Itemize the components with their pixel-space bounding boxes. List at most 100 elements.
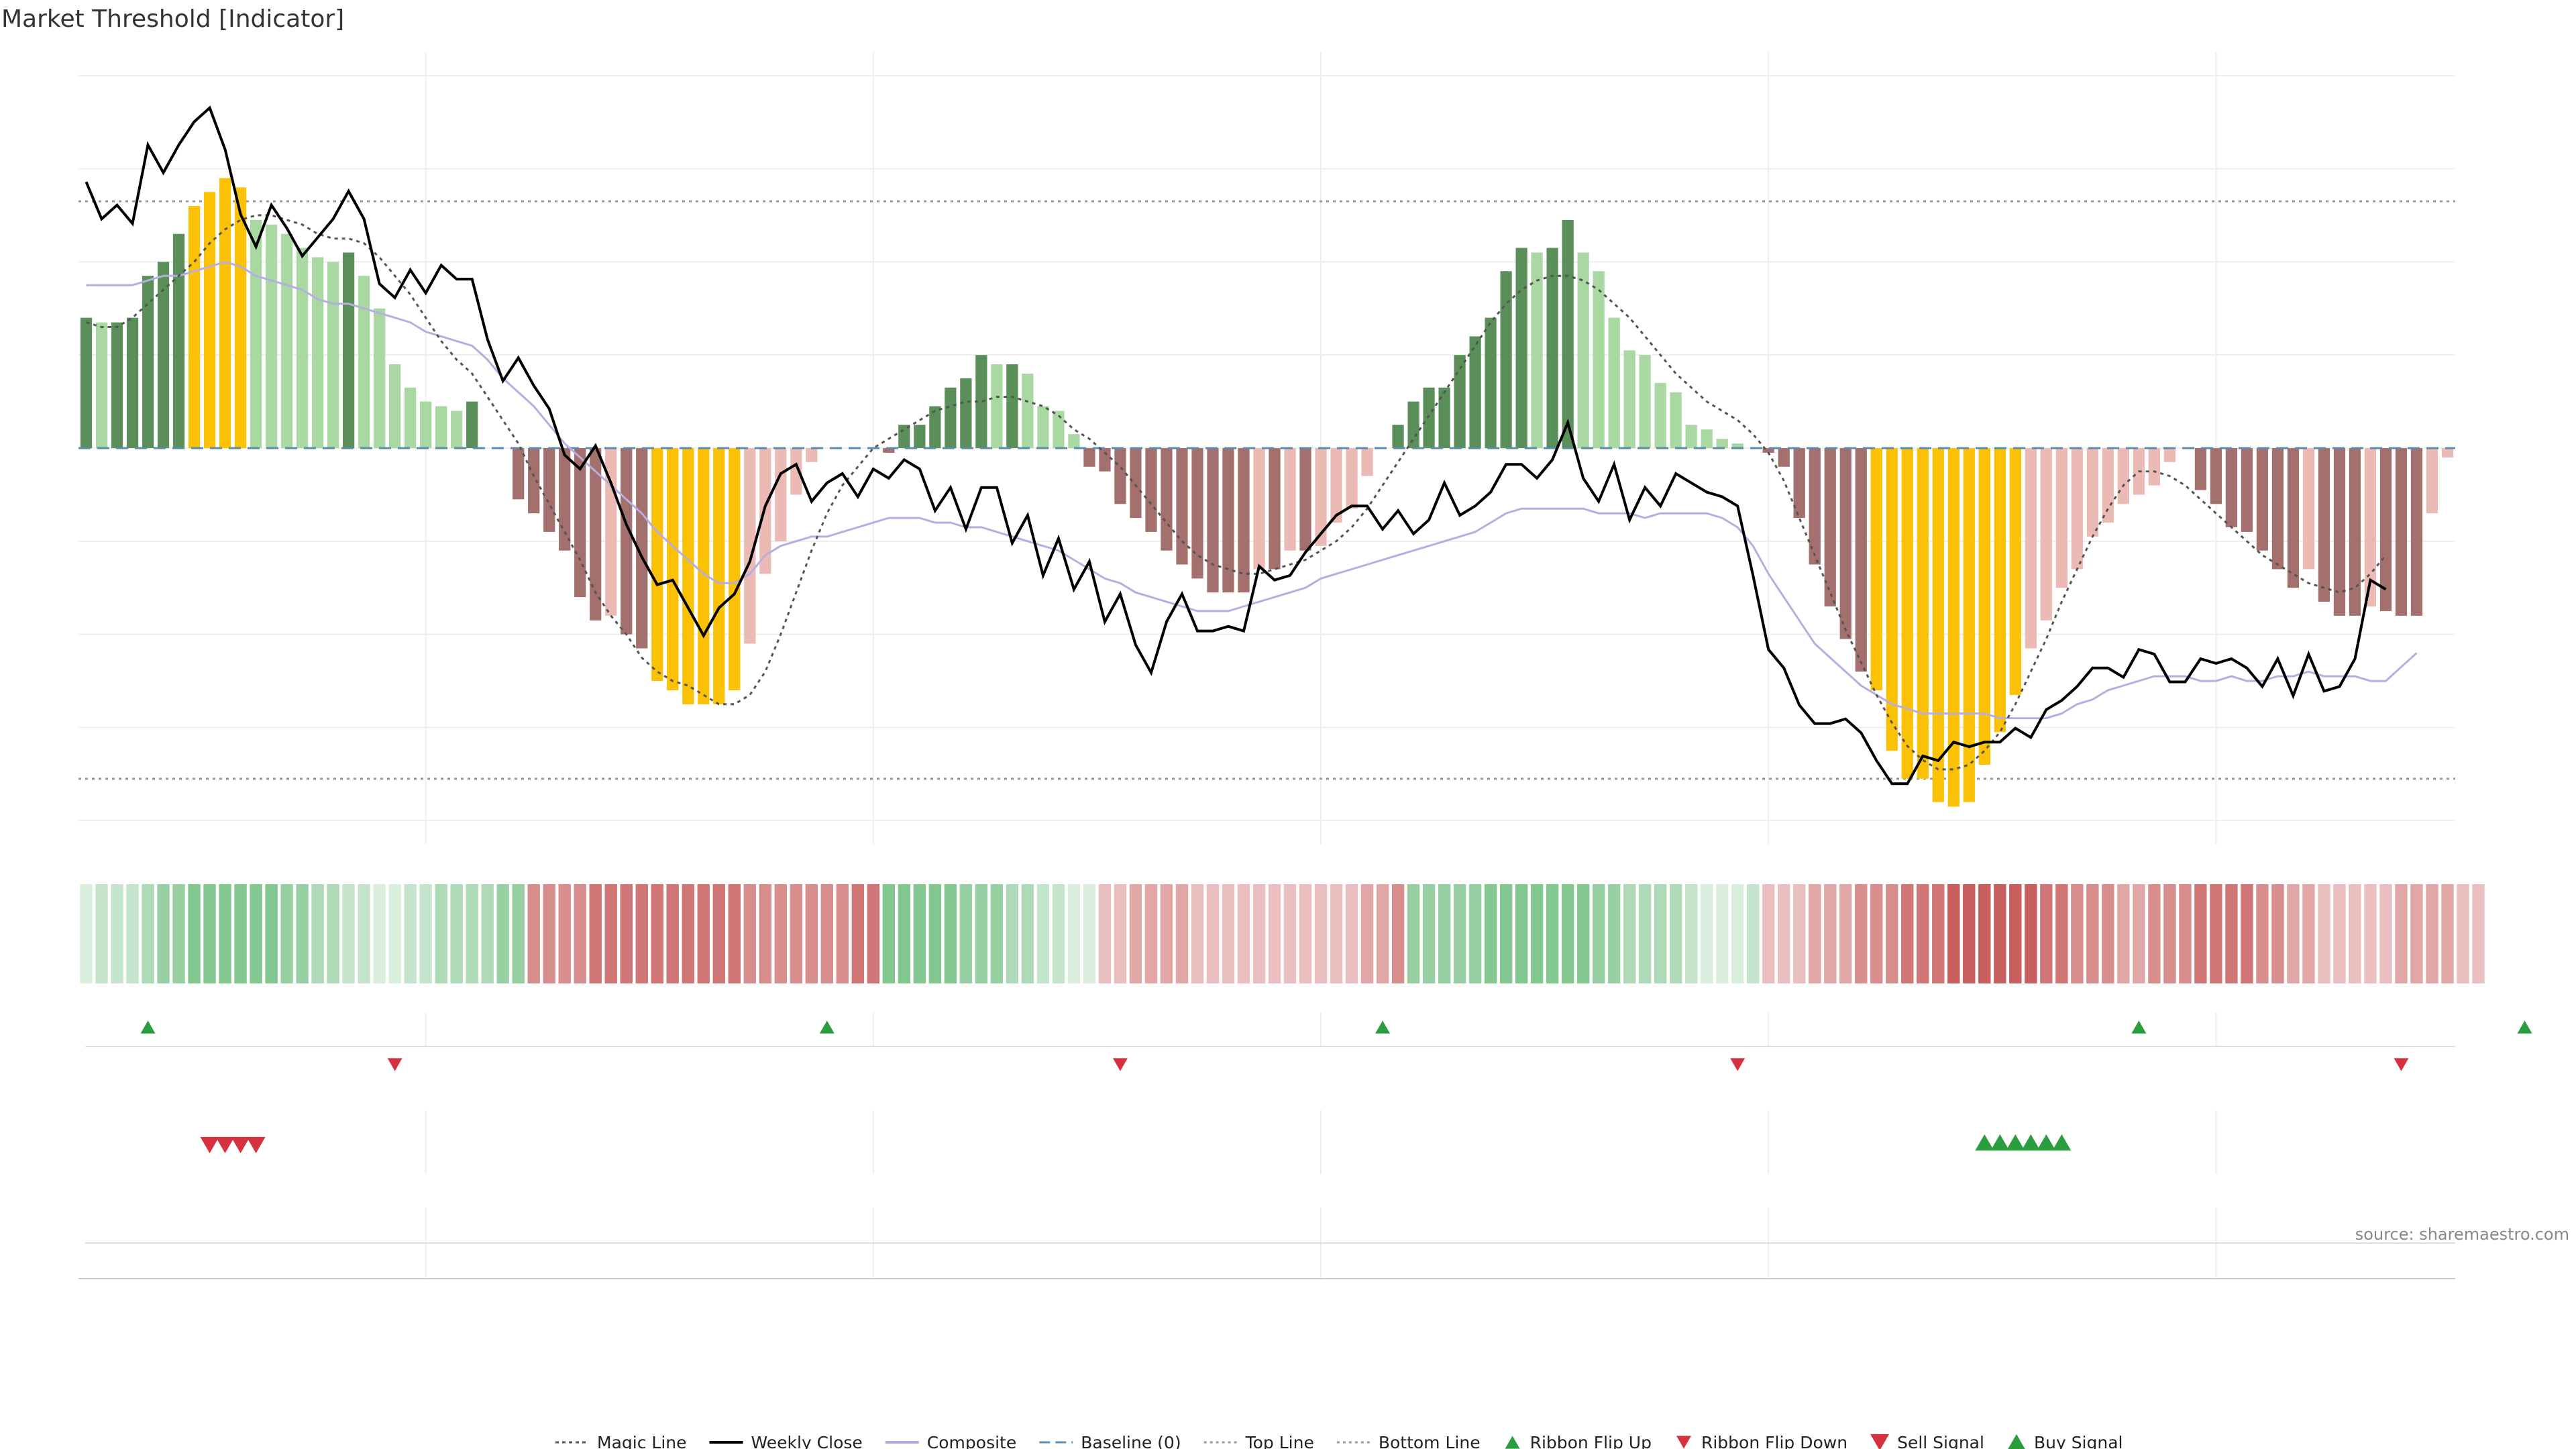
composite-bar <box>157 262 170 448</box>
composite-bar <box>1361 448 1373 476</box>
signal-panel <box>85 1134 2455 1244</box>
composite-bar <box>744 448 756 644</box>
composite-bar <box>543 448 555 532</box>
ribbon-cell <box>327 884 339 983</box>
ribbon-cell <box>1468 884 1482 983</box>
composite-bar <box>1778 448 1790 467</box>
ribbon-cell <box>234 884 247 983</box>
ribbon-cell <box>1067 884 1081 983</box>
composite-bar <box>358 276 370 448</box>
legend-label: Magic Line <box>597 1433 687 1449</box>
ribbon-cell <box>1299 884 1312 983</box>
ribbon-cell <box>1592 884 1605 983</box>
composite-bar <box>528 448 540 514</box>
ribbon-flip-up-marker <box>1375 1020 1391 1034</box>
composite-bar <box>1407 401 1419 448</box>
legend-item: Ribbon Flip Down <box>1676 1433 1847 1449</box>
composite-bar <box>713 448 725 704</box>
ribbon-cell <box>2349 884 2361 983</box>
composite-bar <box>250 219 262 448</box>
ribbon-cell <box>1036 884 1050 983</box>
ribbon-cell <box>836 884 849 983</box>
ribbon-cell <box>512 884 525 983</box>
ribbon-cell <box>2302 884 2315 983</box>
composite-bar <box>2009 448 2021 695</box>
ribbon-cell <box>666 884 679 983</box>
legend-label: Bottom Line <box>1379 1433 1481 1449</box>
ribbon-cell <box>1191 884 1204 983</box>
ribbon-flip-up-marker <box>140 1020 156 1034</box>
ribbon-cell <box>1546 884 1559 983</box>
ribbon-flip-down-marker <box>387 1058 402 1071</box>
composite-bar <box>1099 448 1111 472</box>
ribbon-cell <box>1809 884 1821 983</box>
composite-bar <box>1963 448 1975 802</box>
composite-bar <box>2025 448 2037 649</box>
ribbon-cell <box>1731 884 1744 983</box>
composite-bar <box>1191 448 1203 579</box>
ribbon-cell <box>2055 884 2068 983</box>
composite-bar <box>2241 448 2253 532</box>
ribbon-flip-panel <box>85 1020 2532 1071</box>
ribbon-cell <box>1160 884 1173 983</box>
buy-signal-marker <box>2052 1134 2072 1151</box>
ribbon-cell <box>419 884 432 983</box>
ribbon-cell <box>265 884 278 983</box>
composite-bar <box>914 425 926 448</box>
legend-item: Baseline (0) <box>1039 1433 1181 1449</box>
composite-bar <box>1253 448 1265 570</box>
composite-bar <box>265 224 278 448</box>
composite-bar <box>1500 271 1512 448</box>
ribbon-cell <box>990 884 1004 983</box>
composite-bar <box>1053 411 1065 448</box>
composite-bar <box>1114 448 1126 504</box>
composite-bar <box>1299 448 1311 551</box>
ribbon-cell <box>2009 884 2022 983</box>
ribbon-cell <box>157 884 170 983</box>
ribbon-cell <box>2426 884 2438 983</box>
ribbon-cell <box>1947 884 1960 983</box>
composite-bar <box>1438 387 1450 448</box>
ribbon-cell <box>1932 884 1945 983</box>
composite-bar <box>1022 373 1034 448</box>
ribbon-cell <box>697 884 710 983</box>
ribbon-cell <box>774 884 787 983</box>
ribbon-cell <box>805 884 818 983</box>
sell-signal-marker <box>215 1136 235 1154</box>
ribbon-cell <box>2379 884 2392 983</box>
ribbon-cell <box>975 884 988 983</box>
ribbon-cell <box>2102 884 2114 983</box>
ribbon-cell <box>898 884 911 983</box>
ribbon-cell <box>1886 884 1898 983</box>
legend-label: Baseline (0) <box>1081 1433 1181 1449</box>
composite-bar <box>1670 392 1682 448</box>
ribbon-cell <box>882 884 896 983</box>
legend-label: Sell Signal <box>1897 1433 1984 1449</box>
composite-bar <box>1176 448 1188 565</box>
ribbon-cell <box>2117 884 2130 983</box>
composite-bar <box>80 317 93 448</box>
ribbon-cell <box>527 884 540 983</box>
composite-bar <box>667 448 679 690</box>
ribbon-cell <box>1793 884 1806 983</box>
ribbon-cell <box>1114 884 1127 983</box>
ribbon-cell <box>2287 884 2300 983</box>
composite-bar <box>1006 364 1018 448</box>
ribbon-cell <box>1778 884 1790 983</box>
composite-bar <box>1839 448 1851 639</box>
composite-bar <box>513 448 525 500</box>
composite-bar <box>1485 317 1497 448</box>
composite-bar <box>1685 425 1697 448</box>
composite-bar <box>188 206 201 448</box>
ribbon-cell <box>1747 884 1760 983</box>
composite-bar <box>1392 425 1404 448</box>
gridlines <box>78 52 2455 1278</box>
ribbon-cell <box>1669 884 1682 983</box>
ribbon-cell <box>1623 884 1636 983</box>
ribbon-cell <box>1052 884 1065 983</box>
legend-label: Buy Signal <box>2034 1433 2123 1449</box>
composite-bar <box>466 401 478 448</box>
ribbon-cell <box>2441 884 2454 983</box>
ribbon-flip-up-marker <box>2517 1020 2532 1034</box>
